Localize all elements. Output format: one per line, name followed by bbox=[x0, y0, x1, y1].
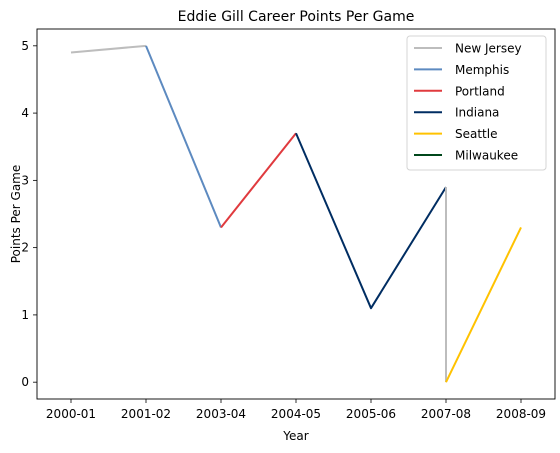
y-tick-label: 3 bbox=[21, 173, 29, 187]
series-line-portland-2 bbox=[220, 132, 297, 229]
legend-label-memphis: Memphis bbox=[455, 63, 509, 77]
x-tick-label: 2001-02 bbox=[121, 407, 171, 421]
x-tick-label: 2003-04 bbox=[196, 407, 246, 421]
chart-title: Eddie Gill Career Points Per Game bbox=[178, 9, 415, 25]
y-tick-label: 1 bbox=[21, 308, 29, 322]
y-axis-ticks: 0 1 2 3 4 5 bbox=[21, 39, 37, 389]
x-tick-label: 2008-09 bbox=[496, 407, 546, 421]
x-axis-label: Year bbox=[282, 429, 308, 443]
y-tick-label: 0 bbox=[21, 375, 29, 389]
legend-label-milwaukee: Milwaukee bbox=[455, 149, 518, 163]
x-tick-label: 2007-08 bbox=[421, 407, 471, 421]
legend-label-new-jersey: New Jersey bbox=[455, 42, 522, 56]
y-tick-label: 4 bbox=[21, 106, 29, 120]
x-tick-label: 2004-05 bbox=[271, 407, 321, 421]
series-line-memphis-1 bbox=[145, 45, 222, 228]
legend-label-indiana: Indiana bbox=[455, 106, 499, 120]
legend: New Jersey Memphis Portland Indiana Seattle M… bbox=[406, 35, 547, 171]
y-tick-label: 2 bbox=[21, 241, 29, 255]
plot-lines bbox=[70, 44, 522, 383]
y-axis-label: Points Per Game bbox=[9, 165, 23, 264]
y-tick-label: 5 bbox=[21, 39, 29, 53]
legend-label-seattle: Seattle bbox=[455, 127, 497, 141]
x-tick-label: 2005-06 bbox=[346, 407, 396, 421]
x-tick-label: 2000-01 bbox=[46, 407, 96, 421]
x-axis-ticks: 2000-01 2001-02 2003-04 2004-05 2005-06 2007-… bbox=[46, 399, 546, 421]
series-line-new-jersey-0 bbox=[70, 44, 147, 54]
legend-label-portland: Portland bbox=[455, 84, 505, 98]
series-line-indiana-3 bbox=[295, 132, 447, 310]
series-line-seattle-5 bbox=[445, 227, 522, 383]
